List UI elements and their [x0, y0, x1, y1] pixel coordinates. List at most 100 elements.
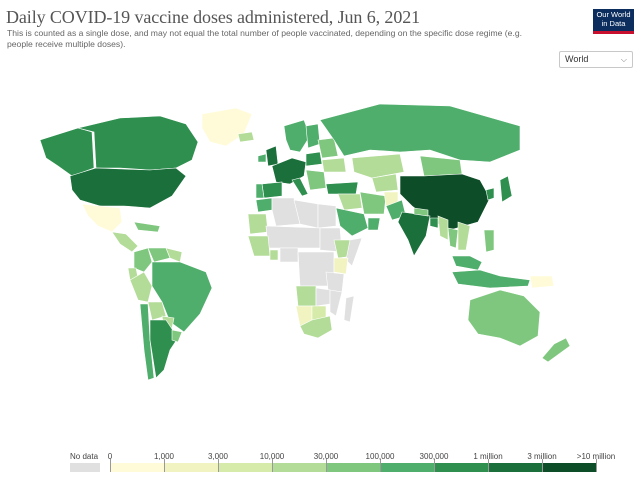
region-algeria[interactable]: [271, 197, 301, 227]
region-ghana[interactable]: [269, 249, 279, 261]
region-brazil[interactable]: [151, 261, 213, 333]
region-mexico[interactable]: [81, 203, 123, 233]
region-iceland[interactable]: [237, 131, 255, 143]
legend-bin[interactable]: [380, 463, 434, 472]
region-central-america[interactable]: [111, 231, 139, 253]
region-gulf-states[interactable]: [367, 217, 381, 231]
region-turkey[interactable]: [325, 181, 359, 195]
region-china[interactable]: [399, 173, 491, 231]
region-ireland[interactable]: [257, 153, 267, 163]
region-west-africa[interactable]: [247, 235, 271, 257]
region-somalia[interactable]: [345, 237, 363, 267]
logo-line-1: Our World: [596, 10, 631, 19]
legend-tick-label: 10,000: [259, 452, 285, 461]
legend-bin[interactable]: [164, 463, 218, 472]
region-india[interactable]: [397, 211, 431, 257]
region-new-zealand[interactable]: [541, 337, 571, 363]
legend-bin[interactable]: [434, 463, 488, 472]
region-mozambique[interactable]: [329, 289, 343, 317]
legend-tick-label: 100,000: [365, 452, 395, 461]
region-japan[interactable]: [499, 175, 513, 203]
region-italy[interactable]: [291, 177, 309, 197]
region-united-states[interactable]: [69, 167, 187, 209]
region-papua-new-guinea[interactable]: [529, 275, 555, 289]
legend-tick-mark: [488, 459, 489, 472]
region-spain[interactable]: [261, 181, 283, 199]
chevron-down-icon: ⌵: [620, 55, 627, 64]
region-australia[interactable]: [467, 289, 541, 347]
legend-bin[interactable]: [488, 463, 542, 472]
region-madagascar[interactable]: [343, 295, 355, 323]
region-central-asia[interactable]: [371, 173, 399, 193]
region-kazakhstan[interactable]: [351, 153, 405, 179]
region-portugal[interactable]: [255, 183, 265, 199]
legend-no-data-label: No data: [70, 452, 99, 461]
region-zambia[interactable]: [315, 287, 331, 307]
legend-bin[interactable]: [326, 463, 380, 472]
region-angola[interactable]: [295, 285, 317, 307]
region-indonesia[interactable]: [451, 269, 531, 289]
legend-bin[interactable]: [110, 463, 164, 472]
chart-title: Daily COVID-19 vaccine doses administere…: [6, 7, 421, 27]
legend-tick-label: 3,000: [207, 452, 229, 461]
region-chile[interactable]: [139, 303, 155, 381]
region-select-value: World: [565, 54, 589, 64]
chart-subtitle: This is counted as a single dose, and ma…: [7, 28, 522, 49]
region-alaska[interactable]: [39, 127, 95, 177]
logo-line-2: in Data: [601, 18, 626, 28]
region-canada[interactable]: [77, 115, 199, 171]
region-mongolia[interactable]: [419, 155, 463, 177]
region-mauritania[interactable]: [247, 213, 269, 235]
region-caribbean[interactable]: [133, 221, 161, 233]
region-nepal[interactable]: [413, 207, 429, 217]
legend-tick-label: 1 million: [473, 452, 503, 461]
legend-tick-mark: [434, 459, 435, 472]
region-select[interactable]: World ⌵: [559, 51, 633, 68]
region-eastern-europe[interactable]: [317, 137, 339, 159]
region-united-kingdom[interactable]: [265, 145, 279, 167]
region-saudi-arabia[interactable]: [335, 207, 369, 237]
region-scandinavia[interactable]: [283, 119, 311, 153]
region-south-korea[interactable]: [485, 187, 495, 201]
region-indochina[interactable]: [457, 221, 471, 251]
legend-tick-mark: [218, 459, 219, 472]
region-uruguay[interactable]: [171, 329, 183, 343]
region-myanmar[interactable]: [437, 215, 449, 241]
region-iran[interactable]: [359, 191, 387, 215]
region-ukraine[interactable]: [321, 157, 347, 173]
region-poland[interactable]: [305, 151, 323, 167]
legend-tick-label: 0: [107, 452, 113, 461]
region-argentina[interactable]: [149, 319, 179, 379]
region-morocco[interactable]: [255, 197, 273, 213]
region-malaysia[interactable]: [451, 255, 483, 271]
region-egypt[interactable]: [317, 203, 337, 229]
legend-tick-label: >10 million: [576, 452, 616, 461]
legend-tick-label: 3 million: [527, 452, 557, 461]
region-philippines[interactable]: [483, 229, 495, 253]
owid-logo[interactable]: Our World in Data: [593, 9, 634, 34]
region-finland[interactable]: [305, 123, 321, 149]
world-map: [39, 103, 571, 381]
legend-tick-mark: [326, 459, 327, 472]
region-colombia[interactable]: [133, 247, 153, 273]
legend-bin[interactable]: [272, 463, 326, 472]
legend-tick-mark: [596, 459, 597, 472]
legend-bin[interactable]: [218, 463, 272, 472]
region-sahel[interactable]: [265, 225, 321, 249]
color-legend: No data 0 1,000 3,000 10,000 30,000 100,000 30…: [0, 448, 640, 474]
region-western-europe[interactable]: [271, 157, 307, 185]
region-bangladesh[interactable]: [429, 217, 439, 229]
legend-tick-mark: [164, 459, 165, 472]
region-nigeria[interactable]: [279, 247, 299, 263]
legend-bin[interactable]: [542, 463, 596, 472]
region-kenya[interactable]: [333, 257, 349, 275]
region-balkans[interactable]: [305, 169, 327, 191]
region-peru[interactable]: [129, 271, 153, 303]
region-russia[interactable]: [319, 103, 521, 163]
region-bolivia[interactable]: [147, 301, 167, 321]
region-thailand[interactable]: [447, 227, 459, 249]
legend-tick-label: 1,000: [153, 452, 175, 461]
region-south-africa[interactable]: [299, 315, 333, 339]
region-tanzania[interactable]: [325, 271, 345, 293]
region-iraq-and-syria[interactable]: [337, 193, 363, 211]
